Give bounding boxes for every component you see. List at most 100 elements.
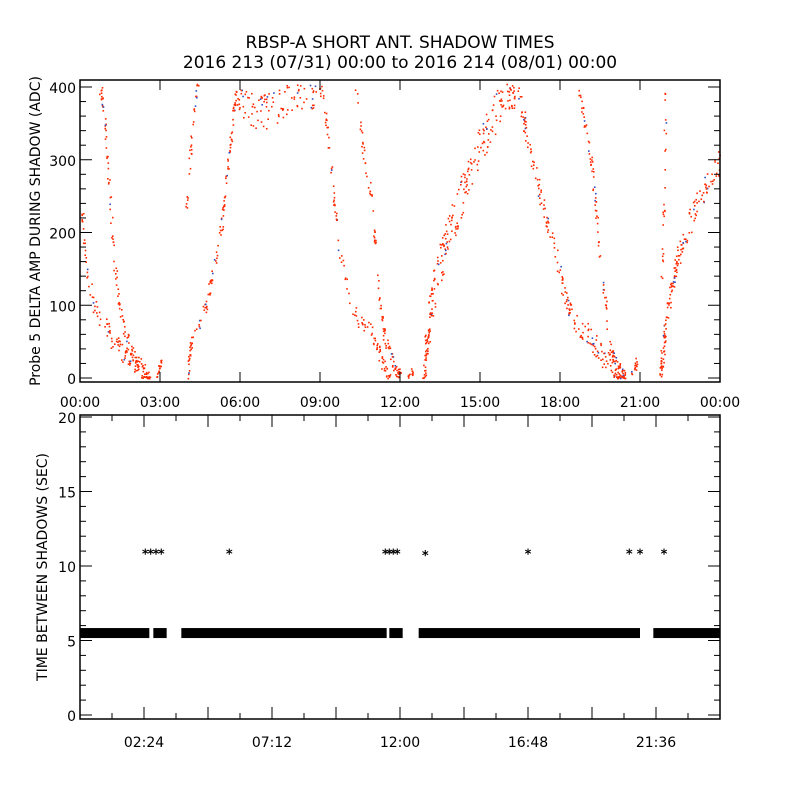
- data-point: [538, 193, 541, 196]
- data-point: [514, 95, 516, 98]
- data-point: [211, 279, 214, 282]
- data-point: [584, 325, 586, 328]
- data-point: [594, 204, 596, 206]
- data-point: [268, 109, 270, 112]
- data-point: [128, 342, 130, 344]
- data-point: [128, 360, 131, 363]
- data-point: [99, 93, 101, 96]
- data-point: [252, 103, 255, 105]
- data-point: [354, 89, 357, 91]
- data-point: [231, 131, 234, 133]
- data-point: [603, 352, 605, 355]
- data-point: [132, 347, 135, 349]
- data-point: [481, 142, 484, 145]
- data-point: [547, 220, 549, 223]
- data-point: [508, 107, 511, 110]
- data-point: [379, 297, 381, 300]
- data-point: [676, 246, 679, 248]
- data-point: [100, 98, 103, 101]
- data-point: [85, 261, 87, 263]
- data-point: [192, 121, 195, 123]
- data-point: [260, 96, 263, 99]
- data-point: [127, 336, 129, 339]
- data-point: [218, 232, 221, 234]
- data-point: [483, 141, 486, 144]
- data-point: [84, 249, 87, 252]
- data-point: [254, 106, 256, 109]
- data-point: [588, 141, 591, 144]
- data-point: [471, 183, 474, 185]
- data-point: [675, 255, 678, 258]
- data-point: [508, 106, 511, 109]
- data-point: [188, 363, 190, 366]
- data-point: [578, 89, 580, 92]
- data-point: [356, 93, 359, 95]
- data-point: [374, 231, 376, 233]
- data-point: [447, 217, 450, 220]
- data-point: [466, 192, 469, 195]
- data-point: [188, 157, 191, 160]
- data-point: [128, 334, 130, 337]
- data-point: [159, 365, 161, 367]
- data-point: [688, 232, 691, 234]
- data-point: [235, 99, 237, 102]
- data-point: [538, 183, 541, 186]
- data-point: [278, 93, 281, 95]
- data-point: [581, 322, 584, 325]
- data-point: [340, 261, 343, 263]
- data-point: [663, 361, 665, 364]
- data-point: [529, 151, 532, 154]
- data-point: [124, 357, 126, 359]
- data-point: [631, 373, 634, 376]
- data-point: [482, 132, 485, 135]
- data-point: [371, 195, 373, 197]
- data-point: [82, 242, 85, 245]
- data-point: [613, 352, 615, 354]
- data-point: [718, 174, 720, 177]
- outlier-point: *: [525, 548, 532, 563]
- data-point: [666, 302, 669, 305]
- data-point: [480, 146, 482, 149]
- interval-band-segment: [389, 628, 403, 639]
- data-point: [437, 260, 439, 262]
- data-point: [495, 119, 498, 122]
- data-point: [243, 117, 245, 119]
- data-point: [546, 225, 548, 228]
- outlier-point: *: [382, 548, 389, 563]
- data-point: [377, 343, 379, 345]
- data-point: [324, 121, 327, 124]
- data-point: [333, 199, 335, 202]
- data-point: [520, 96, 523, 98]
- data-point: [377, 287, 380, 290]
- data-point: [564, 302, 566, 305]
- data-point: [395, 374, 397, 376]
- data-point: [663, 209, 666, 212]
- data-point: [364, 326, 367, 328]
- data-point: [570, 304, 573, 306]
- data-point: [362, 141, 364, 144]
- data-point: [452, 214, 454, 217]
- data-point: [81, 214, 83, 217]
- data-point: [595, 192, 597, 195]
- data-point: [232, 124, 235, 126]
- data-point: [433, 279, 435, 282]
- data-point: [436, 282, 439, 285]
- data-point: [710, 180, 712, 183]
- data-point: [86, 268, 89, 271]
- data-point: [665, 319, 667, 322]
- data-point: [297, 90, 300, 92]
- data-point: [131, 356, 134, 359]
- data-point: [232, 109, 234, 112]
- data-point: [190, 135, 192, 138]
- interval-band-segment: [181, 628, 387, 639]
- data-point: [425, 342, 428, 344]
- data-point: [379, 346, 381, 349]
- data-point: [229, 151, 231, 153]
- data-point: [107, 183, 110, 185]
- data-point: [663, 335, 665, 338]
- data-point: [704, 183, 707, 186]
- data-point: [662, 358, 665, 360]
- data-point: [614, 360, 616, 363]
- data-point: [219, 226, 221, 228]
- data-point: [364, 324, 366, 326]
